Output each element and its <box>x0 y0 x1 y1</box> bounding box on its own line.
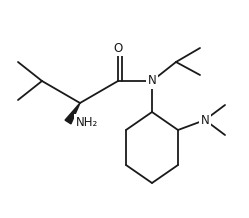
Text: NH₂: NH₂ <box>76 116 98 128</box>
Text: N: N <box>201 114 209 126</box>
Text: O: O <box>113 41 123 54</box>
Text: N: N <box>148 75 156 87</box>
Polygon shape <box>65 103 80 124</box>
